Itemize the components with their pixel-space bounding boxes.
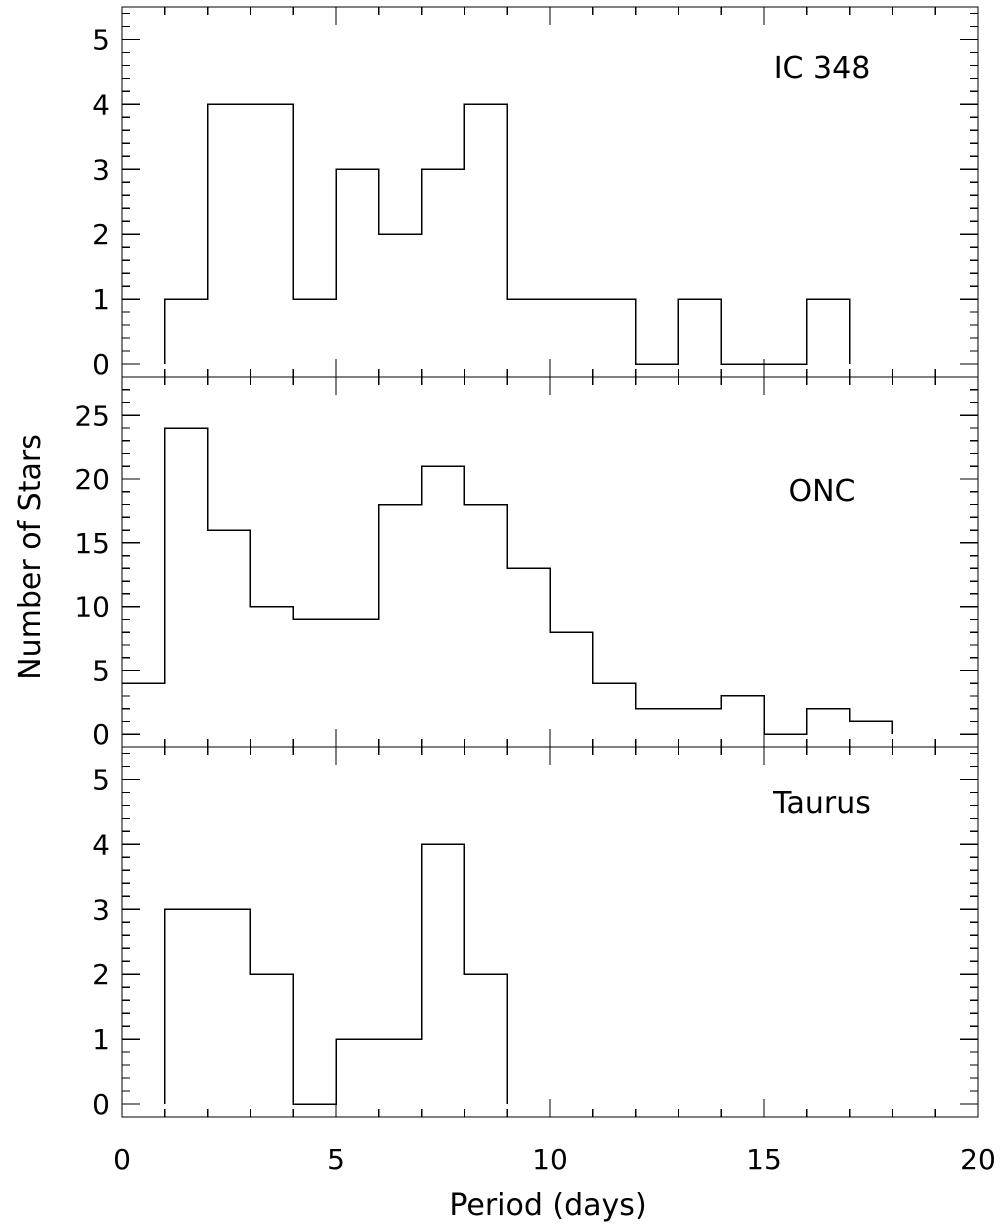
panel-2-ytick-label: 3 [92, 893, 110, 926]
panel-0-ytick-label: 1 [92, 283, 110, 316]
panel-0-bin [507, 299, 550, 364]
panel-1-bin [379, 505, 422, 735]
panel-2-bin [336, 1039, 379, 1104]
panel-2-bin [464, 974, 507, 1104]
panel-2-ytick-label: 0 [92, 1088, 110, 1121]
panel-0-bin [250, 104, 293, 364]
x-tick-label: 15 [746, 1143, 782, 1176]
panel-1-ytick-label: 20 [74, 463, 110, 496]
panel-2-ytick-label: 5 [92, 763, 110, 796]
panel-1-bin [208, 530, 251, 734]
panel-2-bin [165, 909, 208, 1104]
panel-1-bin [507, 568, 550, 734]
panel-2-ytick-label: 4 [92, 828, 110, 861]
panel-0-histogram-outline [164, 103, 851, 365]
x-axis: 0 5 10 15 20 [113, 1143, 996, 1176]
panel-0-ytick-label: 3 [92, 153, 110, 186]
panel-0-bin [208, 104, 251, 364]
panel-0-ytick-label: 4 [92, 88, 110, 121]
panel-2-histogram-outline [164, 843, 508, 1105]
x-tick-label: 5 [327, 1143, 345, 1176]
panel-0: 0 1 2 3 4 5 IC 348 [92, 6, 979, 381]
panel-1-bin [336, 619, 379, 734]
panel-1-bin [165, 428, 208, 734]
panel-0-bin [678, 299, 721, 364]
x-tick-label: 20 [960, 1143, 996, 1176]
panel-0-bin [464, 104, 507, 364]
panel-1-bin [593, 683, 636, 734]
panels-layer: 0 1 2 3 4 5 IC 348 0 5 10 15 20 25 ONC 0 1 2 3 4 5 Taurus [74, 6, 979, 1121]
panel-1-bin [293, 619, 336, 734]
panel-0-bin [165, 299, 208, 364]
y-axis-title: Number of Stars [13, 434, 48, 680]
panel-1-ytick-label: 0 [92, 718, 110, 751]
x-tick-label: 10 [532, 1143, 568, 1176]
panel-1-bin [721, 696, 764, 734]
panel-0-bin [422, 169, 465, 364]
panel-1-bin [636, 709, 679, 735]
panel-1: 0 5 10 15 20 25 ONC [74, 376, 979, 751]
panel-0-bin [336, 169, 379, 364]
panel-1-histogram-outline [122, 427, 894, 735]
panel-0-label: IC 348 [774, 51, 871, 86]
panel-1-bin [122, 683, 165, 734]
panel-2: 0 1 2 3 4 5 Taurus [92, 746, 979, 1121]
panel-1-bin [678, 709, 721, 735]
panel-1-bin [850, 721, 893, 734]
panel-1-bin [464, 505, 507, 735]
panel-2-bin [250, 974, 293, 1104]
panel-1-bin [807, 709, 850, 735]
panel-2-bin [208, 909, 251, 1104]
panel-1-ytick-label: 10 [74, 591, 110, 624]
panel-2-bin [422, 844, 465, 1104]
panel-1-ytick-label: 15 [74, 527, 110, 560]
panel-0-bin [550, 299, 593, 364]
panel-0-bin [379, 234, 422, 364]
panel-0-bin [807, 299, 850, 364]
panel-0-ytick-label: 5 [92, 23, 110, 56]
panel-1-ytick-label: 25 [74, 399, 110, 432]
panel-1-label: ONC [788, 474, 855, 509]
panel-2-ytick-label: 2 [92, 958, 110, 991]
panel-2-label: Taurus [772, 786, 871, 821]
panel-1-bin [550, 632, 593, 734]
panel-0-ytick-label: 2 [92, 218, 110, 251]
panel-1-bin [422, 466, 465, 734]
panel-2-bin [379, 1039, 422, 1104]
panel-2-ytick-label: 1 [92, 1023, 110, 1056]
x-tick-label: 0 [113, 1143, 131, 1176]
panel-0-bin [293, 299, 336, 364]
panel-1-bin [250, 607, 293, 735]
panel-1-ytick-label: 5 [92, 654, 110, 687]
x-axis-title: Period (days) [449, 1188, 646, 1223]
panel-0-bin [593, 299, 636, 364]
panel-0-ytick-label: 0 [92, 348, 110, 381]
